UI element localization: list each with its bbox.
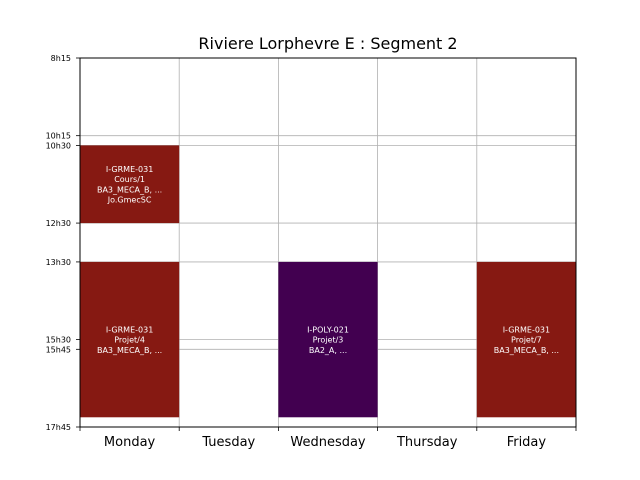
event-label: I-GRME-031	[106, 325, 153, 334]
event-block[interactable]	[80, 261, 180, 418]
event-label: BA2_A, ...	[309, 346, 347, 355]
event-block[interactable]	[476, 261, 576, 418]
y-tick-label: 10h30	[46, 141, 71, 150]
event-label: Projet/3	[313, 336, 344, 345]
day-label: Thursday	[396, 435, 458, 450]
event-label: Projet/4	[114, 336, 145, 345]
y-tick-label: 10h15	[46, 132, 71, 141]
event-label: I-GRME-031	[503, 325, 550, 334]
event-label: I-GRME-031	[106, 165, 153, 174]
chart-title: Riviere Lorphevre E : Segment 2	[198, 34, 457, 53]
event-label: BA3_MECA_B, ...	[97, 346, 162, 355]
y-tick-label: 15h30	[46, 336, 71, 345]
event-label: I-POLY-021	[307, 325, 349, 334]
event-label: Cours/1	[114, 175, 145, 184]
event-label: BA3_MECA_B, ...	[494, 346, 559, 355]
event-label: Projet/7	[511, 336, 542, 345]
event-block[interactable]	[80, 145, 180, 224]
y-tick-label: 15h45	[46, 345, 71, 354]
day-label: Tuesday	[201, 435, 255, 450]
y-tick-label: 17h45	[46, 423, 71, 432]
day-label: Wednesday	[290, 435, 366, 450]
day-label: Monday	[104, 435, 156, 450]
y-tick-label: 13h30	[46, 258, 71, 267]
event-block[interactable]	[278, 261, 378, 418]
event-label: Jo.GmecSC	[107, 196, 152, 205]
event-label: BA3_MECA_B, ...	[97, 185, 162, 194]
plot-frame	[79, 57, 577, 428]
day-label: Friday	[507, 435, 547, 450]
y-tick-label: 8h15	[51, 54, 71, 63]
y-tick-label: 12h30	[46, 219, 71, 228]
